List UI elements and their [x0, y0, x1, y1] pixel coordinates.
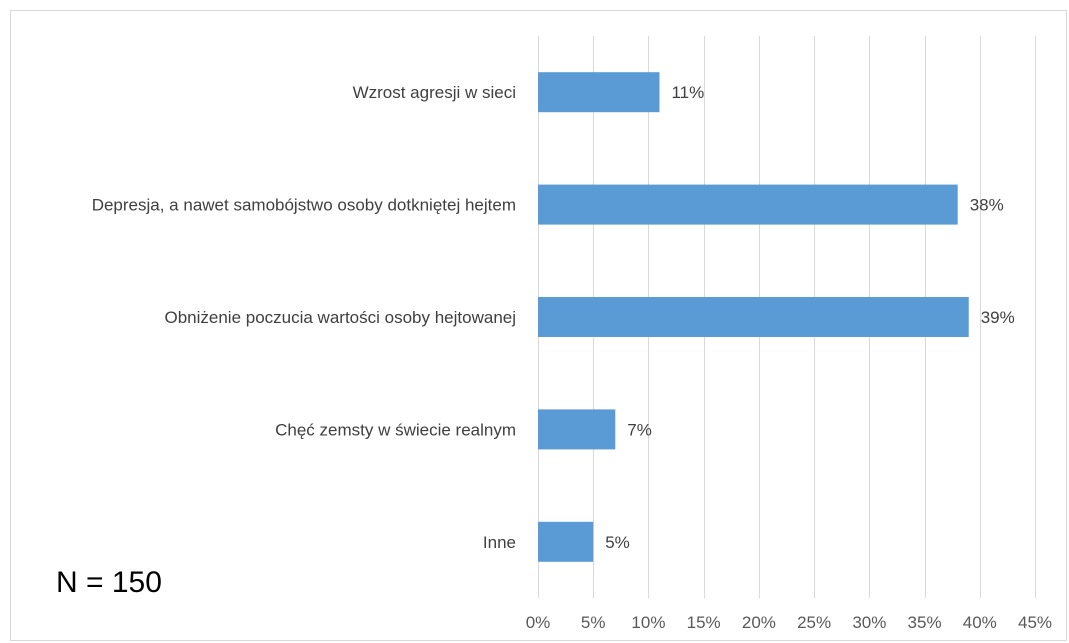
- x-tick-label: 0%: [526, 613, 551, 632]
- data-label: 5%: [605, 533, 630, 552]
- x-tick-label: 35%: [908, 613, 942, 632]
- bars: [538, 72, 969, 562]
- data-label: 39%: [981, 308, 1015, 327]
- gridlines: [538, 36, 1036, 598]
- bar: [538, 72, 660, 113]
- x-tick-label: 10%: [631, 613, 665, 632]
- data-label: 7%: [627, 420, 652, 439]
- data-labels: 11% 38% 39% 7% 5%: [605, 83, 1015, 552]
- bar: [538, 184, 958, 225]
- chart-frame: [10, 10, 1067, 641]
- bar: [538, 409, 616, 450]
- bar: [538, 297, 969, 337]
- x-axis-tick-labels: 0% 5% 10% 15% 20% 25% 30% 35% 40% 45%: [526, 613, 1052, 632]
- sample-size-note: N = 150: [56, 566, 162, 599]
- x-tick-label: 20%: [742, 613, 776, 632]
- bar: [538, 521, 594, 562]
- data-label: 38%: [970, 196, 1004, 215]
- category-label: Inne: [483, 533, 516, 552]
- data-label: 11%: [671, 83, 704, 102]
- category-label: Obniżenie poczucia wartości osoby hejtow…: [164, 308, 516, 327]
- x-tick-label: 30%: [852, 613, 886, 632]
- x-tick-label: 25%: [797, 613, 831, 632]
- x-tick-label: 40%: [963, 613, 997, 632]
- category-label: Wzrost agresji w sieci: [353, 83, 516, 102]
- category-labels: Wzrost agresji w sieci Depresja, a nawet …: [92, 83, 516, 552]
- x-tick-label: 45%: [1018, 613, 1052, 632]
- x-tick-label: 5%: [581, 613, 606, 632]
- category-label: Chęć zemsty w świecie realnym: [275, 420, 516, 439]
- x-tick-label: 15%: [687, 613, 721, 632]
- category-label: Depresja, a nawet samobójstwo osoby dotk…: [92, 196, 516, 215]
